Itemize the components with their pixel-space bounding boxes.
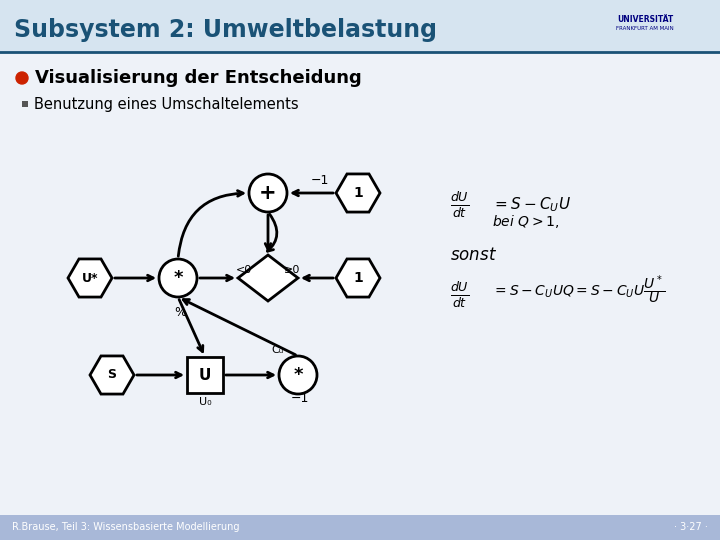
Text: U₀: U₀: [199, 397, 211, 407]
Circle shape: [249, 174, 287, 212]
Text: %: %: [174, 306, 186, 319]
Bar: [22, 101, 28, 107]
Text: *: *: [174, 269, 183, 287]
Bar: [187, 357, 223, 393]
Text: ≥0: ≥0: [284, 265, 300, 275]
Text: Benutzung eines Umschaltelements: Benutzung eines Umschaltelements: [34, 97, 299, 111]
Text: −1: −1: [311, 174, 329, 187]
Polygon shape: [336, 174, 380, 212]
Text: $= S - C_U UQ = S - C_U U\dfrac{U^*}{U}$: $= S - C_U UQ = S - C_U U\dfrac{U^*}{U}$: [492, 274, 665, 307]
Text: UNIVERSITÄT: UNIVERSITÄT: [617, 16, 673, 24]
Polygon shape: [68, 259, 112, 297]
Text: $= S - C_U U$: $= S - C_U U$: [492, 195, 571, 214]
Text: 1: 1: [353, 271, 363, 285]
Circle shape: [279, 356, 317, 394]
Text: +: +: [259, 183, 276, 203]
Text: −1: −1: [291, 393, 309, 406]
Text: $\frac{dU}{dt}$: $\frac{dU}{dt}$: [450, 280, 469, 310]
Text: S: S: [107, 368, 117, 381]
Polygon shape: [336, 259, 380, 297]
Text: R.Brause, Teil 3: Wissensbasierte Modellierung: R.Brause, Teil 3: Wissensbasierte Modell…: [12, 522, 240, 532]
Bar: [0, 515, 720, 540]
Text: Visualisierung der Entscheidung: Visualisierung der Entscheidung: [35, 69, 361, 87]
Text: *: *: [293, 366, 302, 384]
Text: 1: 1: [353, 186, 363, 200]
Text: Cᵤ: Cᵤ: [272, 345, 284, 355]
Polygon shape: [238, 255, 298, 301]
Bar: [0, 0, 720, 52]
Text: U: U: [199, 368, 211, 382]
Circle shape: [159, 259, 197, 297]
Text: FRANKFURT AM MAIN: FRANKFURT AM MAIN: [616, 26, 674, 31]
Text: · 3·27 ·: · 3·27 ·: [674, 522, 708, 532]
Text: U*: U*: [82, 272, 98, 285]
Text: Subsystem 2: Umweltbelastung: Subsystem 2: Umweltbelastung: [14, 18, 437, 42]
Text: $sonst$: $sonst$: [450, 246, 497, 264]
Polygon shape: [90, 356, 134, 394]
Text: <0: <0: [235, 265, 252, 275]
Text: $\frac{dU}{dt}$: $\frac{dU}{dt}$: [450, 190, 469, 220]
Circle shape: [16, 72, 28, 84]
Text: $bei\ Q > 1,$: $bei\ Q > 1,$: [492, 213, 559, 231]
